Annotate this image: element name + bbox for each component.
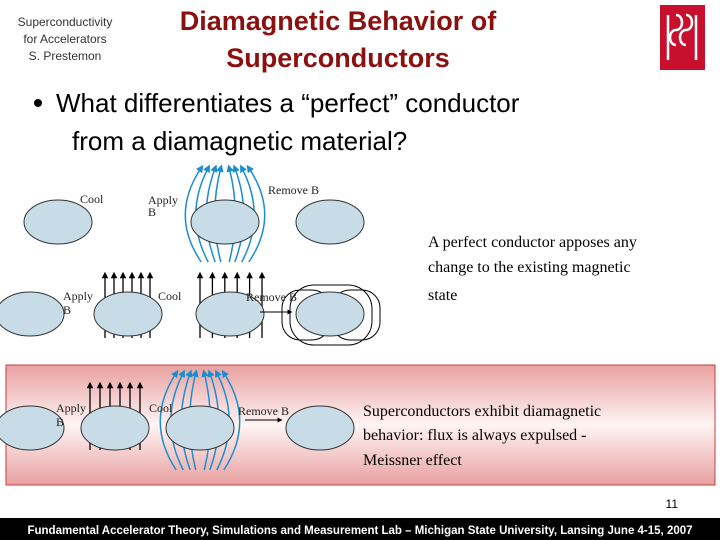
course-line: Superconductivity bbox=[18, 15, 113, 29]
label: Remove B bbox=[268, 183, 319, 197]
logo bbox=[660, 5, 705, 70]
note-line: behavior: flux is always expulsed - bbox=[363, 427, 587, 444]
course-line: S. Prestemon bbox=[29, 49, 102, 63]
label: Cool bbox=[149, 401, 173, 415]
sample bbox=[190, 199, 260, 245]
course-line: for Accelerators bbox=[23, 32, 106, 46]
label: Remove B bbox=[238, 404, 289, 418]
note-line: Meissner effect bbox=[363, 452, 462, 469]
label: Apply bbox=[148, 193, 178, 207]
label: Remove B bbox=[246, 290, 297, 304]
sample bbox=[80, 405, 150, 451]
diagram bbox=[0, 164, 381, 471]
label: B bbox=[56, 415, 64, 429]
sample bbox=[0, 405, 65, 451]
sample bbox=[295, 199, 365, 245]
bullet-dot bbox=[34, 99, 42, 107]
sample bbox=[0, 291, 65, 337]
flux-loop bbox=[289, 284, 373, 346]
note-perfect: A perfect conductor apposes any change t… bbox=[428, 234, 637, 304]
bullet-line: from a diamagnetic material? bbox=[72, 126, 407, 156]
note-line: state bbox=[428, 287, 457, 304]
footer: Fundamental Accelerator Theory, Simulati… bbox=[27, 525, 692, 537]
label: Cool bbox=[80, 192, 104, 206]
title: Diamagnetic Behavior of Superconductors bbox=[180, 6, 498, 73]
field-line bbox=[184, 164, 204, 263]
sample bbox=[23, 199, 93, 245]
title-line: Superconductors bbox=[226, 43, 450, 73]
bullet-line: What differentiates a “perfect” conducto… bbox=[56, 88, 520, 118]
course-info: Superconductivity for Accelerators S. Pr… bbox=[18, 15, 113, 63]
note-super: Superconductors exhibit diamagnetic beha… bbox=[363, 403, 601, 469]
sample bbox=[165, 405, 235, 451]
label: B bbox=[63, 303, 71, 317]
label: B bbox=[148, 205, 156, 219]
label: Cool bbox=[158, 289, 182, 303]
note-line: Superconductors exhibit diamagnetic bbox=[363, 403, 601, 420]
field-line bbox=[159, 369, 179, 471]
field-line bbox=[221, 369, 241, 471]
sample bbox=[195, 291, 265, 337]
sample bbox=[285, 405, 355, 451]
sample bbox=[295, 291, 365, 337]
title-line: Diamagnetic Behavior of bbox=[180, 6, 498, 36]
note-line: change to the existing magnetic bbox=[428, 259, 631, 276]
page-number: 11 bbox=[666, 497, 679, 511]
sample bbox=[93, 291, 163, 337]
labels: Cool Apply B Remove B Apply B Cool Remov… bbox=[56, 183, 319, 429]
bullet: What differentiates a “perfect” conducto… bbox=[34, 88, 520, 156]
field-line bbox=[246, 164, 266, 263]
note-line: A perfect conductor apposes any bbox=[428, 234, 637, 251]
footer-bar bbox=[0, 518, 720, 540]
label: Apply bbox=[63, 289, 93, 303]
label: Apply bbox=[56, 401, 86, 415]
